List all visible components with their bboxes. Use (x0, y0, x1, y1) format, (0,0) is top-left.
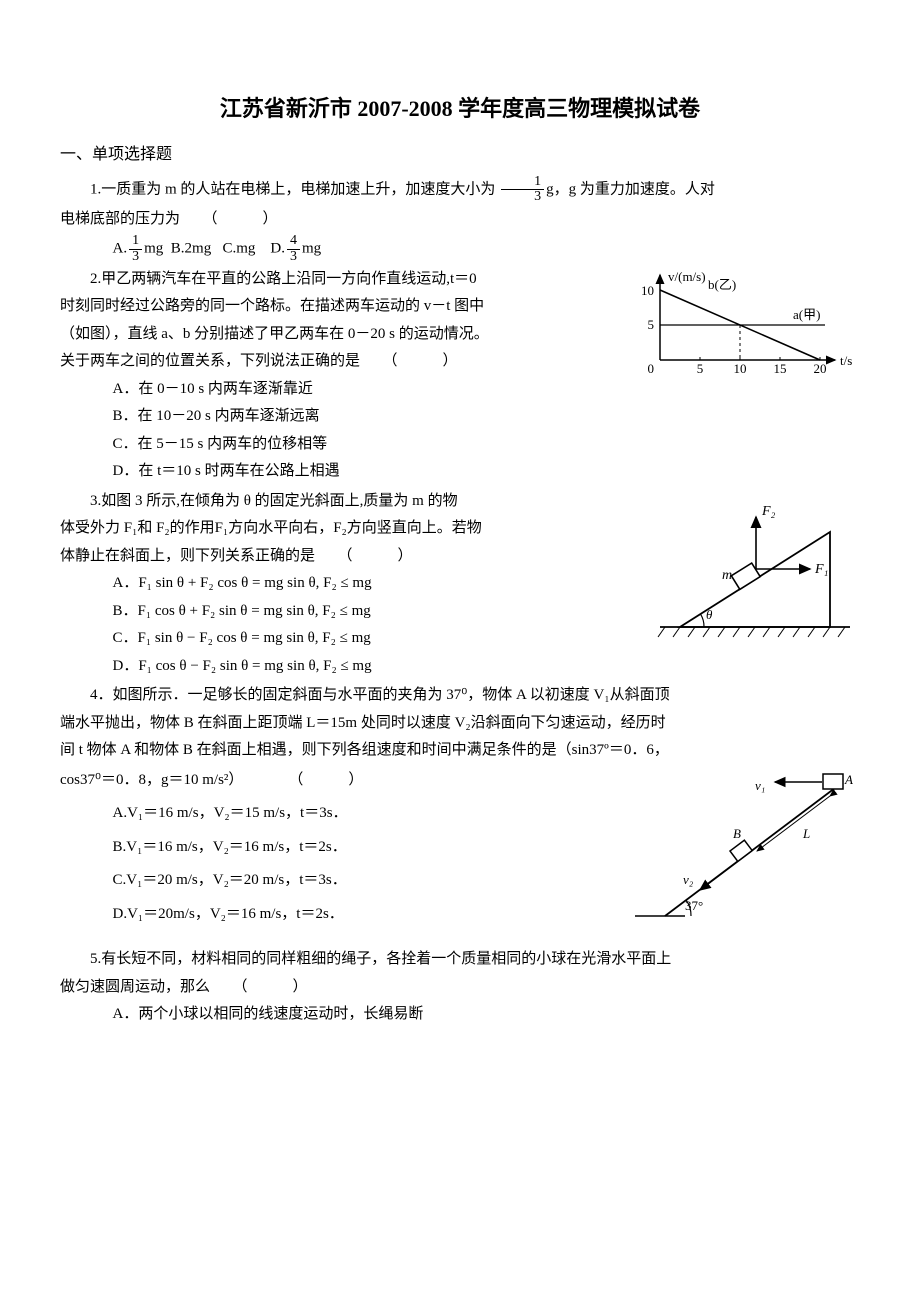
q4-opt-d: D.V₁＝20m/s，V₂＝16 m/s，t＝2s． (113, 902, 616, 928)
svg-text:37°: 37° (685, 898, 703, 913)
section-heading: 一、单项选择题 (60, 141, 860, 168)
q4-stem4: cos37⁰＝0．8，g＝10 m/s²） （ ） (60, 768, 615, 794)
q2-opt-b: B．在 10－20 s 内两车逐渐远离 (113, 404, 621, 430)
q3-opt-a: A．F₁ sin θ + F₂ cos θ = mg sin θ, F₂ ≤ m… (113, 575, 372, 591)
question-4: 4．如图所示．一足够长的固定斜面与水平面的夹角为 37⁰，物体 A 以初速度 V… (60, 683, 860, 945)
q1-options: A.13mg B.2mg C.mg D.43mg (113, 234, 861, 264)
q2-opt-d: D．在 t＝10 s 时两车在公路上相遇 (113, 459, 621, 485)
svg-text:v₂: v₂ (683, 872, 694, 887)
q3-stem3: 体静止在斜面上，则下列关系正确的是 （ ） (60, 544, 640, 570)
q1-opt-c: C.mg (222, 241, 255, 257)
svg-text:F₁: F₁ (814, 562, 828, 577)
q4-stem1: 4．如图所示．一足够长的固定斜面与水平面的夹角为 37⁰，物体 A 以初速度 V… (60, 683, 860, 709)
q4-opt-a: A.V₁＝16 m/s，V₂＝15 m/s，t＝3s． (113, 801, 616, 827)
svg-text:10: 10 (734, 361, 747, 376)
q3-opt-b: B．F₁ cos θ + F₂ sin θ = mg sin θ, F₂ ≤ m… (113, 603, 371, 619)
svg-text:θ: θ (706, 607, 713, 622)
svg-text:F₂: F₂ (761, 504, 776, 519)
q3-stem2: 体受外力 F₁和 F₂的作用F₁方向水平向右，F₂方向竖直向上。若物 (60, 516, 640, 542)
q4-stem3: 间 t 物体 A 和物体 B 在斜面上相遇，则下列各组速度和时间中满足条件的是（… (60, 738, 860, 764)
svg-text:5: 5 (648, 317, 655, 332)
q2-stem2: 时刻同时经过公路旁的同一个路标。在描述两车运动的 v－t 图中 (60, 294, 620, 320)
q2-opt-c: C．在 5－15 s 内两车的位移相等 (113, 432, 621, 458)
svg-text:a(甲): a(甲) (793, 307, 820, 322)
svg-text:20: 20 (814, 361, 827, 376)
svg-text:v₁: v₁ (755, 778, 765, 793)
q5-stem1: 5.有长短不同，材料相同的同样粗细的绳子，各拴着一个质量相同的小球在光滑水平面上 (60, 947, 860, 973)
svg-text:15: 15 (774, 361, 787, 376)
q1-opt-b: B.2mg (171, 241, 211, 257)
q2-stem1: 2.甲乙两辆汽车在平直的公路上沿同一方向作直线运动,t＝0 (60, 267, 620, 293)
svg-text:B: B (733, 826, 741, 841)
q3-incline-figure: F₁ F₂ m θ (650, 487, 860, 647)
svg-text:m: m (722, 568, 732, 583)
q4-opt-c: C.V₁＝20 m/s，V₂＝20 m/s，t＝3s． (113, 868, 616, 894)
question-2: 2.甲乙两辆汽车在平直的公路上沿同一方向作直线运动,t＝0 时刻同时经过公路旁的… (60, 265, 860, 487)
q1-stem-a: 1.一质重为 m 的人站在电梯上，电梯加速上升，加速度大小为 (90, 181, 495, 197)
q5-stem2: 做匀速圆周运动，那么 （ ） (60, 975, 860, 1001)
svg-text:b(乙): b(乙) (708, 277, 736, 292)
exam-title: 江苏省新沂市 2007-2008 学年度高三物理模拟试卷 (60, 90, 860, 127)
q3-stem1: 3.如图 3 所示,在倾角为 θ 的固定光斜面上,质量为 m 的物 (60, 489, 640, 515)
q3-opt-c: C．F₁ sin θ − F₂ cos θ = mg sin θ, F₂ ≤ m… (113, 630, 371, 646)
q2-opt-a: A．在 0－10 s 内两车逐渐靠近 (113, 377, 621, 403)
question-1: 1.一质重为 m 的人站在电梯上，电梯加速上升，加速度大小为 13g，g 为重力… (60, 175, 860, 265)
q2-vt-graph: 5 10 15 20 5 10 0 v/(m/s) t/s b(乙) (630, 265, 860, 380)
svg-text:L: L (802, 826, 810, 841)
q2-stem3: （如图），直线 a、b 分别描述了甲乙两车在 0－20 s 的运动情况。 (60, 322, 620, 348)
svg-text:A: A (844, 772, 853, 787)
q5-opt-a: A．两个小球以相同的线速度运动时，长绳易断 (113, 1002, 861, 1028)
svg-text:5: 5 (697, 361, 704, 376)
q4-projectile-figure: 37° A v₁ B v₂ L (625, 766, 860, 936)
question-5: 5.有长短不同，材料相同的同样粗细的绳子，各拴着一个质量相同的小球在光滑水平面上… (60, 947, 860, 1028)
svg-text:t/s: t/s (840, 353, 852, 368)
svg-text:10: 10 (641, 283, 654, 298)
q1-opt-d-suffix: mg (302, 241, 321, 257)
question-3: 3.如图 3 所示,在倾角为 θ 的固定光斜面上,质量为 m 的物 体受外力 F… (60, 487, 860, 682)
q3-opt-d: D．F₁ cos θ − F₂ sin θ = mg sin θ, F₂ ≤ m… (113, 658, 372, 674)
q1-opt-d-prefix: D. (270, 241, 285, 257)
svg-text:v/(m/s): v/(m/s) (668, 269, 706, 284)
q4-opt-b: B.V₁＝16 m/s，V₂＝16 m/s，t＝2s． (113, 835, 616, 861)
q2-stem4: 关于两车之间的位置关系，下列说法正确的是 （ ） (60, 349, 620, 375)
q1-opt-a-suffix: mg (144, 241, 163, 257)
q1-frac: 13 (501, 175, 544, 205)
q1-opt-a-frac: 13 (129, 234, 142, 264)
q1-stem-c: 电梯底部的压力为 （ ） (60, 207, 860, 233)
q1-stem-b: g，g 为重力加速度。人对 (546, 181, 715, 197)
q1-opt-d-frac: 43 (287, 234, 300, 264)
q4-stem2: 端水平抛出，物体 B 在斜面上距顶端 L＝15m 处同时以速度 V₂沿斜面向下匀… (60, 711, 860, 737)
q1-opt-a-prefix: A. (113, 241, 128, 257)
svg-text:0: 0 (648, 361, 655, 376)
